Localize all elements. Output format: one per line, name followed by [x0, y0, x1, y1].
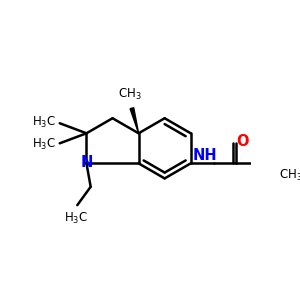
- Text: CH$_3$: CH$_3$: [118, 86, 142, 101]
- Text: NH: NH: [193, 148, 217, 163]
- Text: H$_3$C: H$_3$C: [64, 211, 88, 226]
- Text: N: N: [80, 155, 93, 170]
- Text: O: O: [236, 134, 249, 149]
- Text: CH$_3$: CH$_3$: [279, 168, 300, 184]
- Polygon shape: [130, 108, 139, 133]
- Text: H$_3$C: H$_3$C: [32, 136, 56, 152]
- Text: H$_3$C: H$_3$C: [32, 115, 56, 130]
